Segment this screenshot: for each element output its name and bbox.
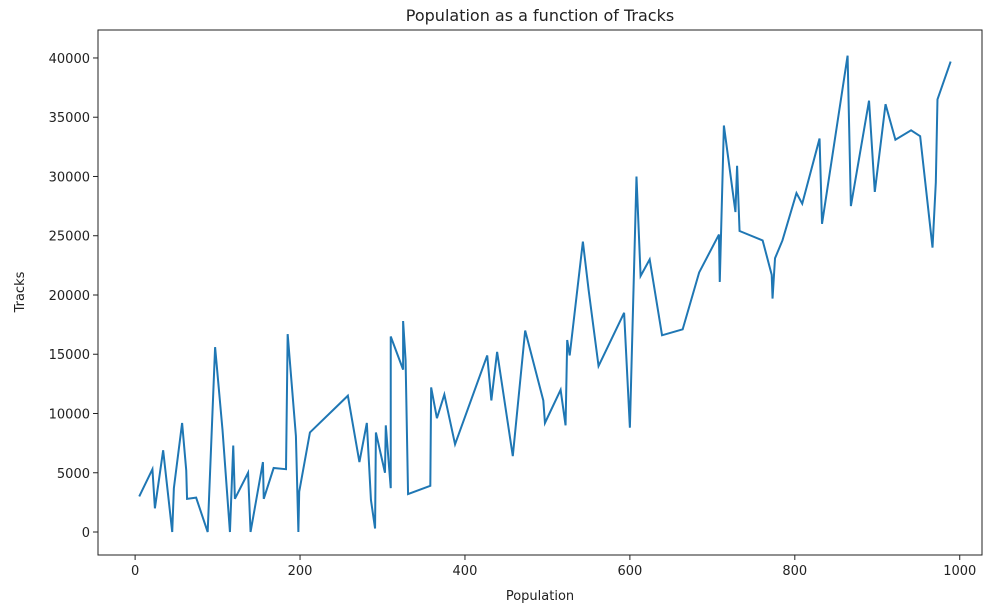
x-tick-label: 400	[453, 564, 478, 579]
y-tick-label: 40000	[49, 52, 90, 67]
data-line	[138, 55, 952, 533]
y-tick-label: 10000	[49, 407, 90, 422]
x-tick-label: 200	[288, 564, 313, 579]
y-tick-label: 35000	[49, 111, 90, 126]
x-tick-label: 600	[617, 564, 642, 579]
y-tick-label: 5000	[57, 467, 90, 482]
y-tick-label: 0	[82, 526, 90, 541]
x-tick-label: 0	[131, 564, 139, 579]
y-tick-label: 30000	[49, 170, 90, 185]
chart-title: Population as a function of Tracks	[406, 6, 674, 25]
y-tick-label: 15000	[49, 348, 90, 363]
plot-frame	[97, 29, 983, 556]
x-axis-label: Population	[506, 589, 574, 604]
y-tick-label: 25000	[49, 230, 90, 245]
x-tick-label: 1000	[943, 564, 976, 579]
y-axis-label: Tracks	[13, 271, 28, 313]
x-tick-label: 800	[782, 564, 807, 579]
y-tick-label: 20000	[49, 289, 90, 304]
